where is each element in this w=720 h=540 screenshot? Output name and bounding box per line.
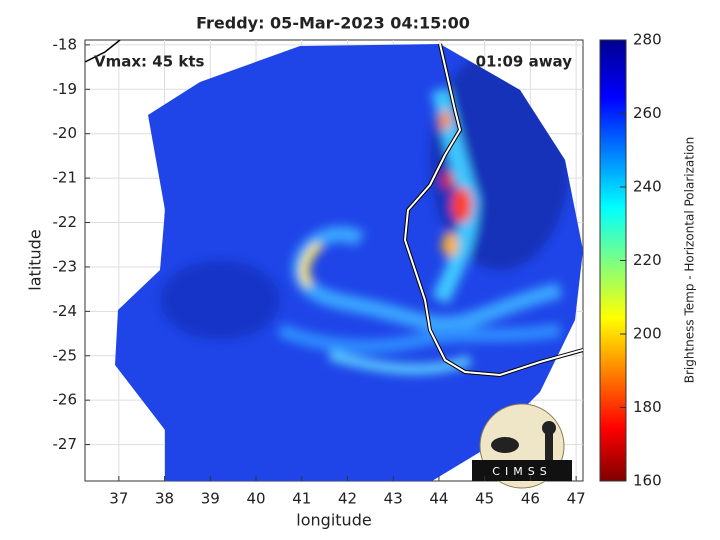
- time-annotation: 01:09 away: [476, 53, 573, 71]
- x-tick-label: 45: [475, 490, 494, 508]
- x-axis-label: longitude: [296, 511, 371, 530]
- colorbar-tick-label: 200: [633, 325, 662, 343]
- y-tick-label: -19: [53, 80, 78, 98]
- x-tick-label: 46: [521, 490, 540, 508]
- y-tick-label: -25: [53, 346, 78, 364]
- y-tick-label: -21: [53, 169, 78, 187]
- x-tick-label: 39: [201, 490, 220, 508]
- colorbar-tick-label: 280: [633, 31, 662, 49]
- vmax-annotation: Vmax: 45 kts: [94, 53, 204, 71]
- logo: CIMSS: [472, 403, 572, 489]
- x-tick-label: 43: [384, 490, 403, 508]
- x-tick-label: 47: [567, 490, 586, 508]
- colorbar-tick-label: 220: [633, 251, 662, 269]
- colorbar-tick-label: 240: [633, 178, 662, 196]
- y-tick-label: -27: [53, 435, 78, 453]
- x-tick-label: 38: [155, 490, 174, 508]
- y-tick-label: -18: [53, 35, 78, 53]
- y-tick-label: -26: [53, 391, 78, 409]
- colorbar-tick-label: 180: [633, 398, 662, 416]
- x-tick-label: 40: [246, 490, 265, 508]
- colorbar-tick-label: 260: [633, 104, 662, 122]
- y-tick-label: -24: [53, 302, 78, 320]
- x-tick-label: 42: [338, 490, 357, 508]
- logo-text: CIMSS: [492, 465, 551, 478]
- x-tick-label: 44: [429, 490, 448, 508]
- chart-title: Freddy: 05-Mar-2023 04:15:00: [196, 14, 470, 33]
- y-tick-label: -22: [53, 213, 78, 231]
- x-tick-label: 41: [292, 490, 311, 508]
- colorbar-label: Brightness Temp - Horizontal Polarizatio…: [683, 137, 697, 384]
- x-tick-label: 37: [109, 490, 128, 508]
- colorbar-tick-label: 160: [633, 472, 662, 490]
- y-axis-label: latitude: [26, 229, 45, 290]
- y-tick-label: -20: [53, 124, 78, 142]
- y-tick-label: -23: [53, 257, 78, 275]
